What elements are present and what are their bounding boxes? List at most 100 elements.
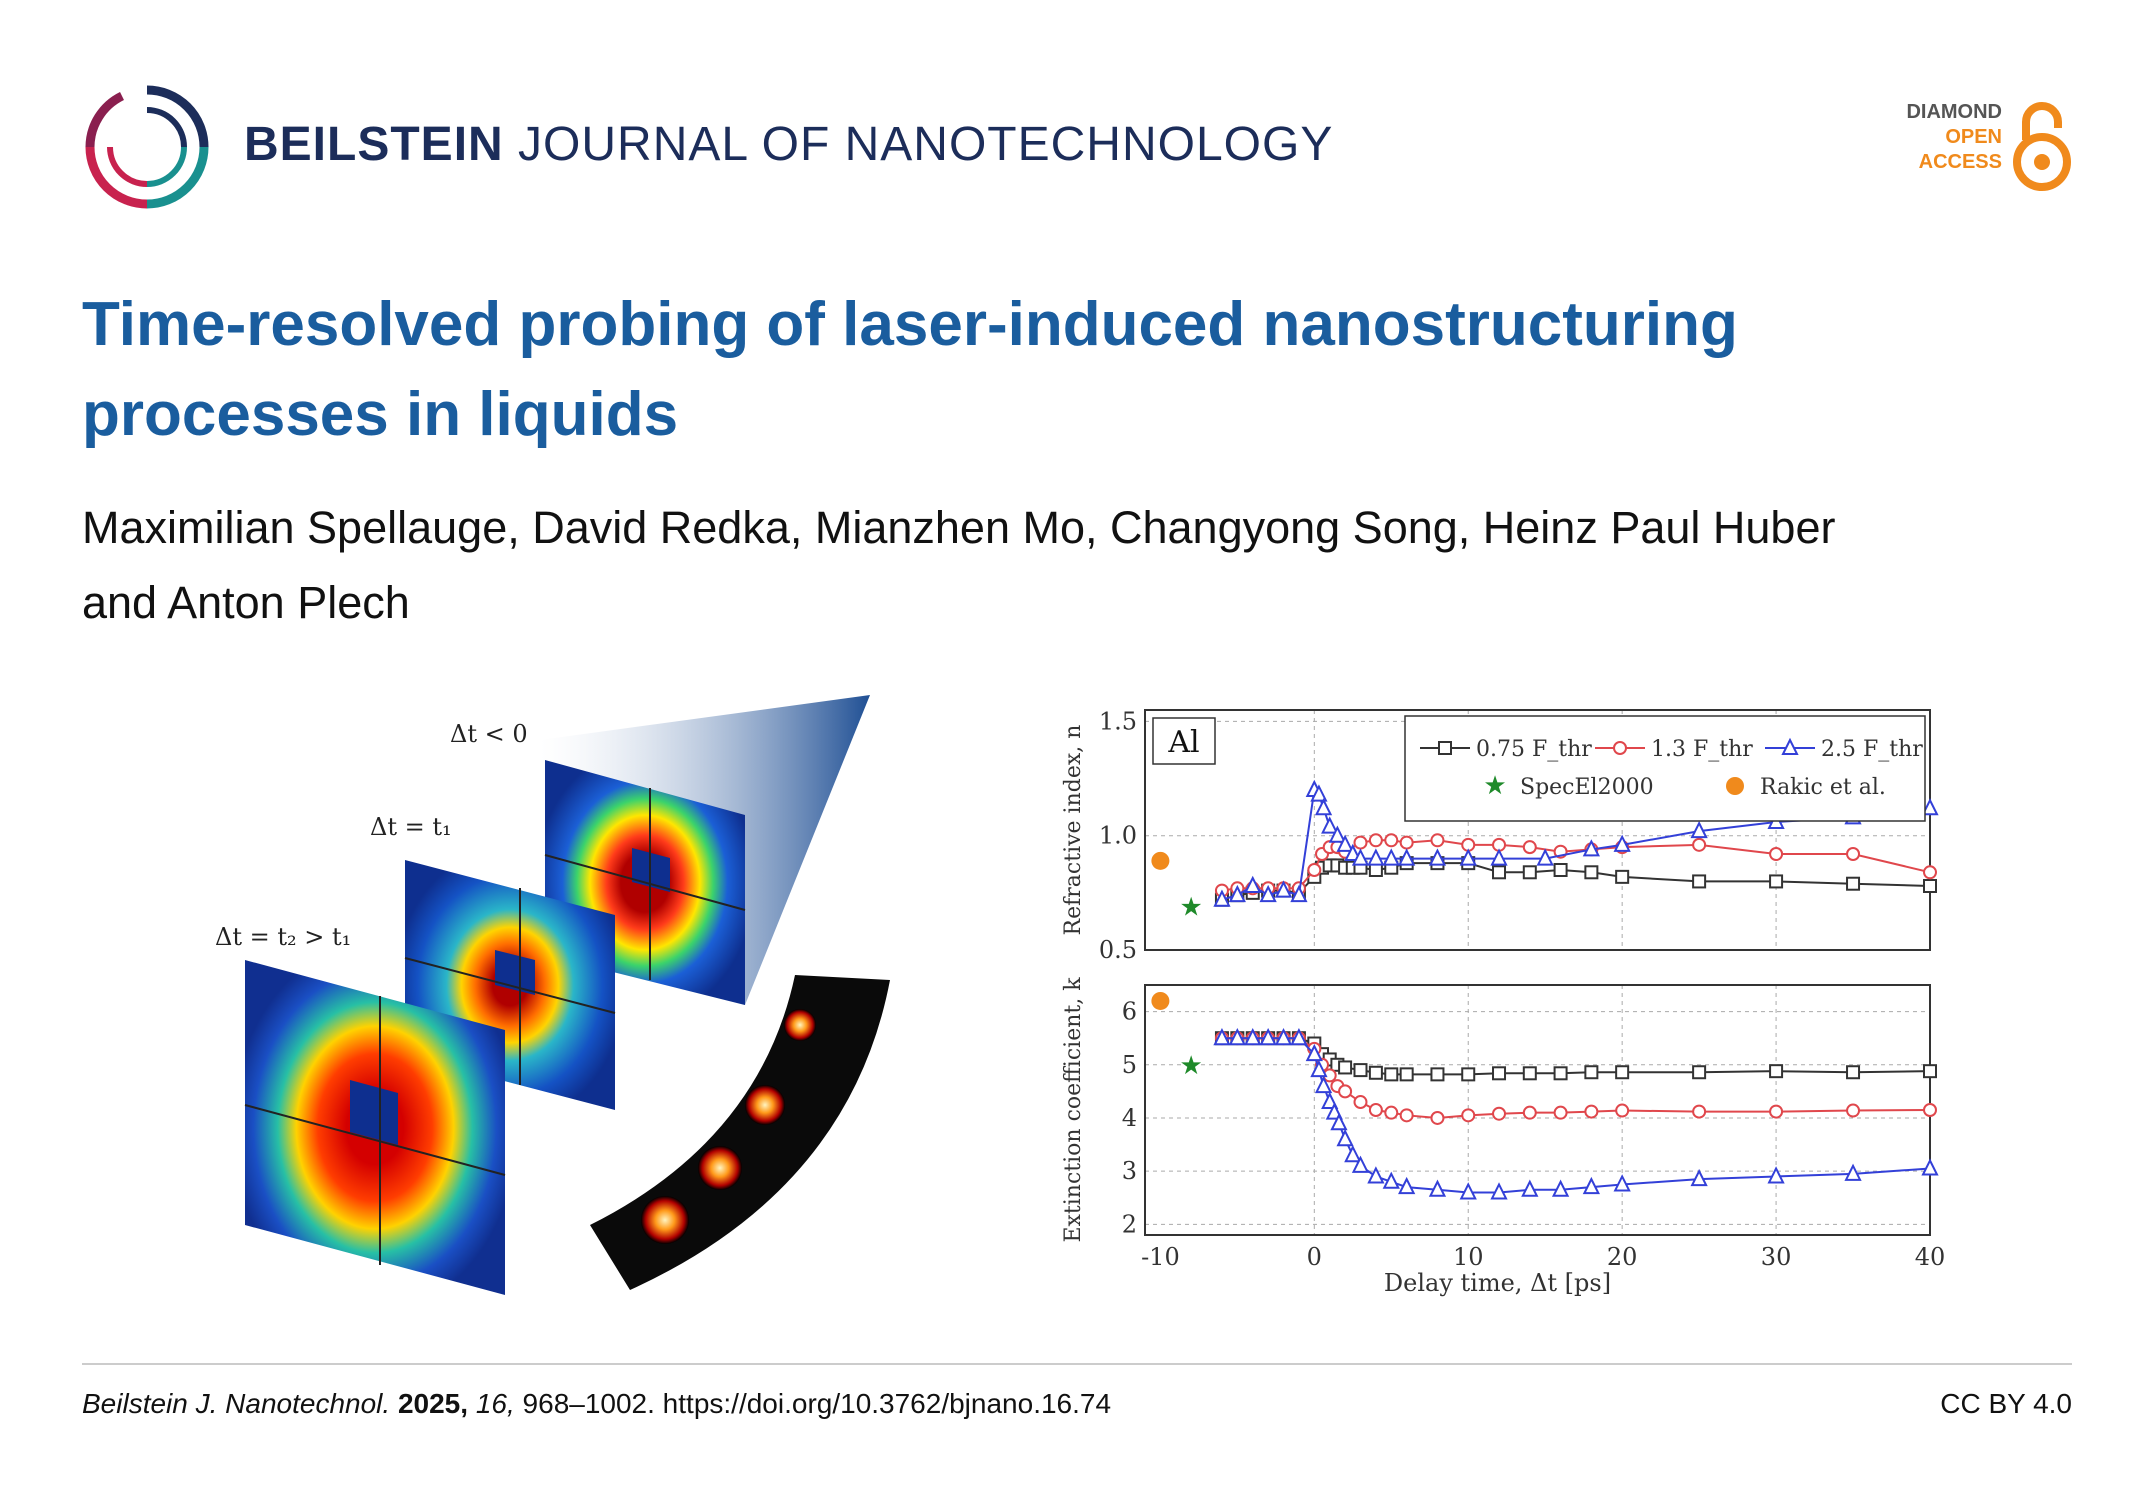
y-tick-label: 4	[1122, 1104, 1137, 1132]
data-point	[1353, 835, 1368, 850]
data-point	[1336, 834, 1354, 852]
data-point	[1310, 1059, 1328, 1078]
data-point	[1338, 1060, 1353, 1075]
legend-box	[1404, 715, 1926, 822]
authors-line-2: and Anton Plech	[82, 577, 410, 628]
data-point	[1398, 848, 1416, 866]
x-axis-label: Delay time, Δt [ps]	[1384, 1269, 1611, 1297]
data-point	[1244, 875, 1262, 893]
data-point	[1430, 1067, 1445, 1082]
data-point	[1923, 865, 1937, 880]
data-point	[1522, 1105, 1537, 1120]
legend-label: 1.3 F_thr	[1651, 737, 1753, 762]
data-point	[1384, 1067, 1399, 1082]
data-point	[1290, 1027, 1308, 1046]
legend-marker	[1438, 741, 1452, 755]
data-point	[1314, 1075, 1333, 1094]
data-point	[1613, 1174, 1631, 1192]
data-point	[1399, 835, 1414, 850]
data-point	[1492, 1106, 1507, 1121]
legend-label: SpecEl2000	[1520, 775, 1654, 800]
x-tick-label: 40	[1915, 1243, 1946, 1271]
x-tick-label: 30	[1761, 1243, 1792, 1271]
open-access-badge: DIAMOND OPEN ACCESS	[1872, 100, 2072, 200]
data-point	[1769, 874, 1784, 889]
data-point	[1582, 1176, 1600, 1195]
data-point	[1522, 840, 1537, 855]
legend-marker	[1781, 737, 1799, 755]
data-point	[1921, 798, 1939, 816]
data-point	[1459, 848, 1477, 866]
panel-label-box	[1152, 717, 1216, 765]
y-tick-label: 1.0	[1099, 822, 1137, 850]
data-point	[1615, 869, 1630, 884]
data-point	[1846, 1065, 1861, 1080]
data-point	[1351, 1155, 1370, 1173]
data-point	[1769, 1104, 1784, 1119]
data-point	[1338, 1084, 1353, 1099]
data-point	[1584, 1065, 1599, 1080]
title-line-1: Time-resolved probing of laser-induced n…	[82, 290, 1738, 359]
footer-divider	[82, 1363, 2072, 1365]
authors-line-1: Maximilian Spellauge, David Redka, Mianz…	[82, 502, 1836, 553]
data-point	[1368, 833, 1383, 848]
data-point	[1844, 1163, 1862, 1181]
footer-doi-link[interactable]: 968–1002. https://doi.org/10.3762/bjnano…	[522, 1388, 1112, 1419]
data-point	[1367, 1166, 1385, 1184]
x-tick-label: 0	[1307, 1243, 1322, 1271]
data-point	[1459, 1182, 1477, 1200]
data-point	[1584, 865, 1599, 880]
data-point	[1490, 848, 1508, 866]
data-point	[1382, 848, 1400, 866]
data-point	[1846, 876, 1861, 891]
data-point	[1321, 1091, 1339, 1110]
footer-license[interactable]: CC BY 4.0	[1940, 1388, 2072, 1419]
data-point	[1923, 1064, 1937, 1079]
data-point	[1384, 833, 1399, 848]
data-point	[1368, 1065, 1383, 1080]
data-point	[1490, 1182, 1508, 1200]
data-point	[1692, 874, 1707, 889]
data-point	[1330, 1113, 1348, 1131]
footer-volume: 16,	[475, 1388, 515, 1419]
article-title: Time-resolved probing of laser-induced n…	[82, 280, 2072, 460]
data-point	[1399, 1067, 1414, 1082]
data-point	[1307, 863, 1322, 877]
data-point	[1430, 1110, 1445, 1125]
data-point	[1690, 820, 1708, 839]
data-point	[1615, 1103, 1630, 1118]
data-point	[1384, 1105, 1399, 1120]
data-point	[1692, 837, 1707, 852]
data-point	[1244, 1027, 1262, 1046]
data-point	[1613, 834, 1631, 852]
data-point	[1692, 1065, 1707, 1080]
reference-point: ★	[1180, 1051, 1203, 1081]
data-point	[1336, 1129, 1354, 1147]
journal-header: BEILSTEIN JOURNAL OF NANOTECHNOLOGY DIAM…	[82, 82, 2072, 222]
data-point	[1321, 816, 1339, 834]
data-point	[1923, 879, 1937, 893]
data-point	[1314, 798, 1333, 816]
data-point	[1428, 848, 1447, 866]
data-point	[1368, 863, 1383, 877]
data-point	[1367, 848, 1385, 866]
data-point	[1213, 889, 1231, 907]
y-tick-label: 6	[1122, 998, 1137, 1026]
legend-label: Rakic et al.	[1760, 775, 1886, 800]
data-point	[1353, 1095, 1368, 1110]
data-point	[1553, 1066, 1568, 1081]
reference-point: ★	[1180, 893, 1203, 923]
data-point	[1259, 884, 1277, 903]
reference-point	[1151, 851, 1170, 870]
data-point	[1553, 1105, 1568, 1120]
author-list: Maximilian Spellauge, David Redka, Mianz…	[82, 490, 2072, 640]
data-point	[1522, 1066, 1537, 1081]
data-point	[1923, 1103, 1937, 1117]
data-point	[1428, 1179, 1447, 1197]
y-tick-label: 3	[1122, 1157, 1137, 1185]
data-point	[1274, 1027, 1293, 1046]
label-dt-t1: Δt = t₁	[370, 813, 452, 841]
data-point	[1228, 1027, 1246, 1046]
data-point	[1310, 784, 1328, 802]
legend-label: 0.75 F_thr	[1476, 737, 1592, 762]
